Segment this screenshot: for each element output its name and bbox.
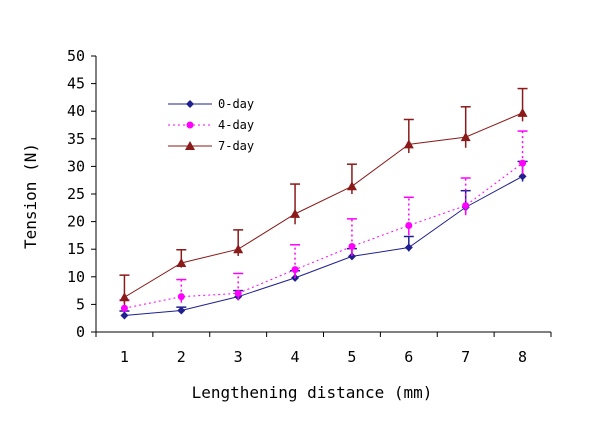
data-point xyxy=(234,289,242,297)
data-point xyxy=(290,208,301,218)
data-point xyxy=(177,306,186,315)
legend-label: 0-day xyxy=(218,97,254,111)
legend-marker xyxy=(185,141,195,150)
data-point xyxy=(177,293,185,301)
y-tick-label: 35 xyxy=(67,130,85,148)
data-point xyxy=(462,202,470,210)
data-point xyxy=(518,172,527,181)
legend-item-7-day: 7-day xyxy=(168,139,254,153)
data-point xyxy=(346,181,357,191)
y-tick-label: 5 xyxy=(76,295,85,313)
x-tick-label: 7 xyxy=(461,348,470,366)
y-tick-label: 45 xyxy=(67,75,85,93)
legend-label: 4-day xyxy=(218,118,254,132)
y-tick-label: 30 xyxy=(67,157,85,175)
y-tick-label: 25 xyxy=(67,185,85,203)
legend: 0-day 4-day 7-day xyxy=(168,97,254,153)
data-point xyxy=(404,243,413,252)
y-tick-label: 15 xyxy=(67,240,85,258)
y-tick-label: 0 xyxy=(76,323,85,341)
data-point xyxy=(176,258,187,267)
data-point xyxy=(348,242,356,250)
y-axis-label: Tension (N) xyxy=(21,143,40,249)
data-point xyxy=(120,311,129,320)
series-7-day xyxy=(119,87,528,305)
series-line xyxy=(124,112,523,298)
data-point xyxy=(403,139,414,149)
legend-item-4-day: 4-day xyxy=(168,118,254,132)
data-point xyxy=(460,132,471,142)
data-point xyxy=(519,159,527,167)
data-point xyxy=(119,292,130,302)
series-line xyxy=(124,175,523,316)
series-4-day xyxy=(119,130,528,312)
y-tick-label: 40 xyxy=(67,102,85,120)
series-line xyxy=(124,162,523,309)
x-tick-label: 3 xyxy=(234,348,243,366)
y-tick-label: 50 xyxy=(67,47,85,65)
x-tick-label: 8 xyxy=(518,348,527,366)
x-tick-label: 2 xyxy=(177,348,186,366)
legend-marker xyxy=(186,100,194,108)
x-tick-label: 6 xyxy=(404,348,413,366)
data-point xyxy=(291,266,299,274)
x-tick-label: 5 xyxy=(347,348,356,366)
data-point xyxy=(405,221,413,229)
data-point xyxy=(233,244,244,254)
x-axis-label: Lengthening distance (mm) xyxy=(192,383,433,402)
data-point xyxy=(120,304,128,312)
data-point xyxy=(347,252,356,261)
x-tick-label: 4 xyxy=(291,348,300,366)
legend-item-0-day: 0-day xyxy=(168,97,254,111)
plot-area xyxy=(119,87,528,320)
legend-marker xyxy=(186,121,194,129)
y-tick-label: 20 xyxy=(67,213,85,231)
y-tick-label: 10 xyxy=(67,268,85,286)
legend-label: 7-day xyxy=(218,139,254,153)
x-tick-label: 1 xyxy=(120,348,129,366)
data-point xyxy=(517,107,528,117)
